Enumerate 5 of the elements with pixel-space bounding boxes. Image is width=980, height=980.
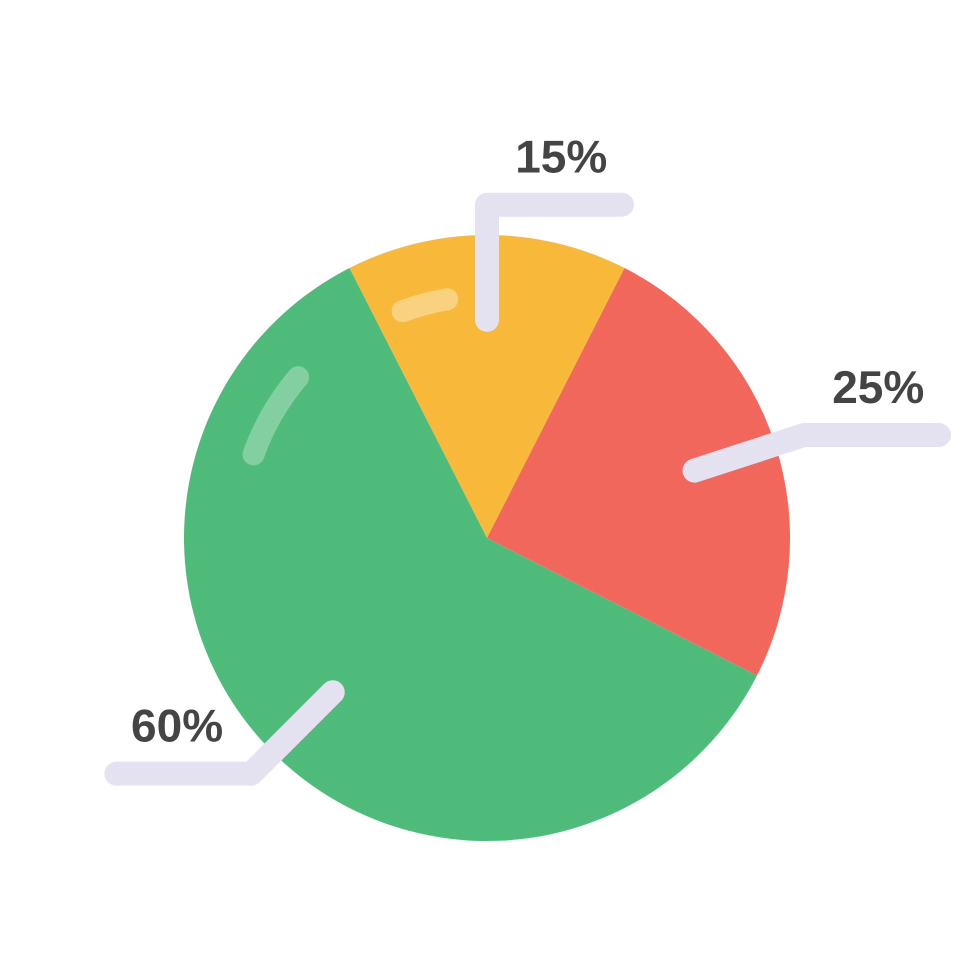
data-label: 25% — [832, 361, 924, 414]
data-label: 60% — [131, 700, 224, 752]
pie-slice — [487, 268, 790, 676]
data-label: 15% — [515, 130, 608, 183]
pie-slice — [349, 235, 625, 538]
